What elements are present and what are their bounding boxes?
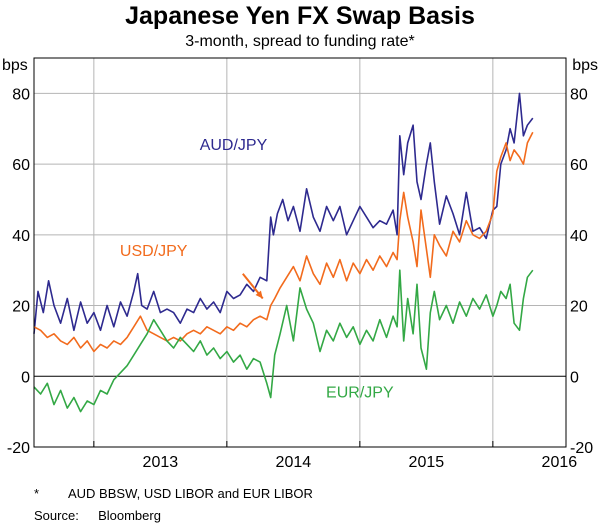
y-tick-label-left: 40 xyxy=(12,228,30,245)
source-text: Bloomberg xyxy=(98,508,161,523)
y-tick-label-left: 0 xyxy=(21,369,30,386)
y-tick-label-left: 20 xyxy=(12,299,30,316)
series-label-aud-jpy: AUD/JPY xyxy=(200,137,268,154)
series-line-aud-jpy xyxy=(33,92,534,334)
source-note: Source: Bloomberg xyxy=(34,508,161,523)
y-tick-label-right: 40 xyxy=(570,228,588,245)
source-key: Source: xyxy=(34,508,79,523)
y-tick-label-right: 80 xyxy=(570,86,588,103)
y-tick-label-right: -20 xyxy=(570,440,593,457)
y-axis-label-right: bps xyxy=(572,57,598,74)
plot-frame xyxy=(33,57,567,448)
series-label-eur-jpy: EUR/JPY xyxy=(326,384,394,401)
x-tick-label: 2014 xyxy=(276,454,312,471)
chart-subtitle: 3-month, spread to funding rate* xyxy=(185,33,414,50)
y-tick-label-left: 60 xyxy=(12,157,30,174)
footnote-text: AUD BBSW, USD LIBOR and EUR LIBOR xyxy=(68,486,313,501)
usd-jpy-arrowhead xyxy=(255,290,263,299)
y-tick-label-left: 80 xyxy=(12,86,30,103)
series-line-usd-jpy xyxy=(33,131,534,353)
tick-labels: -20 -20 0 0 20 20 40 40 60 60 80 80 2013 2014 2015 2016… xyxy=(7,86,593,471)
gridlines xyxy=(34,58,566,448)
y-axis-label-left: bps xyxy=(2,57,28,74)
x-tick-label: 2016 xyxy=(542,454,578,471)
series-lines xyxy=(33,92,534,413)
footnote-marker: * xyxy=(34,486,40,501)
y-tick-label-right: 0 xyxy=(570,369,579,386)
chart-title: Japanese Yen FX Swap Basis xyxy=(125,2,475,30)
series-label-usd-jpy: USD/JPY xyxy=(120,243,188,260)
y-tick-label-right: 60 xyxy=(570,157,588,174)
y-tick-label-right: 20 xyxy=(570,299,588,316)
y-tick-label-left: -20 xyxy=(7,440,30,457)
x-tick-label: 2013 xyxy=(143,454,179,471)
footnote: * AUD BBSW, USD LIBOR and EUR LIBOR xyxy=(34,486,313,501)
tick-marks xyxy=(93,441,494,447)
x-tick-label: 2015 xyxy=(409,454,445,471)
series-line-eur-jpy xyxy=(33,269,534,413)
